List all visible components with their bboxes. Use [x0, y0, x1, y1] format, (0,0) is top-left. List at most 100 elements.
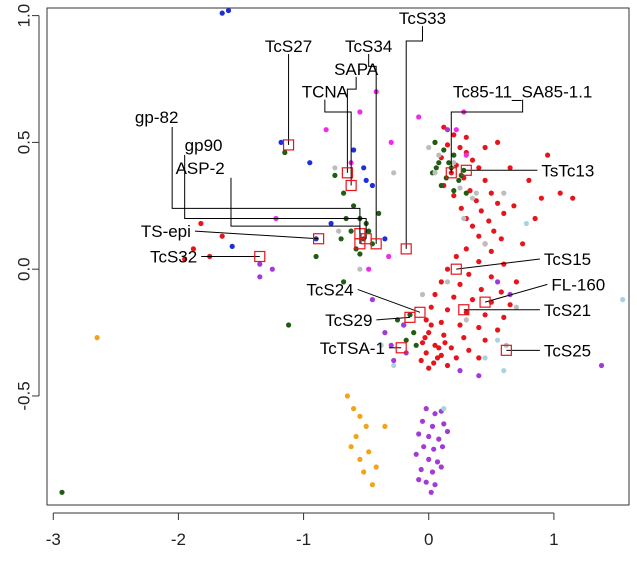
highlight-box-asp-2: [354, 238, 366, 250]
data-point-blue: [229, 243, 235, 249]
data-point-gray: [461, 215, 467, 222]
data-point-blue: [307, 160, 313, 166]
data-point-gray: [501, 190, 507, 196]
data-point-red: [495, 327, 501, 333]
highlight-box-tctsa-1: [395, 342, 407, 354]
label-tcs27: TcS27: [265, 37, 312, 56]
data-point-red: [476, 259, 482, 265]
data-point-purple: [257, 261, 263, 267]
data-point-red: [466, 271, 472, 277]
data-point-orange: [94, 335, 100, 341]
data-point-red: [463, 134, 469, 140]
data-point-purple: [382, 330, 388, 336]
data-point-magenta: [366, 266, 372, 272]
label-tc85-11-sa85-1-1: Tc85-11_SA85-1.1: [453, 83, 593, 102]
label-tctsa-1: TcTSA-1: [320, 339, 385, 358]
label-gp-82: gp-82: [135, 108, 178, 127]
annotation-layer: TcS33 TcS27 TcS34 SAPA TCNA Tc85-11_SA85-1.1g…: [135, 9, 605, 360]
y-tick-label: 0.5: [14, 131, 33, 155]
data-point-red: [501, 314, 507, 320]
data-point-red: [513, 279, 520, 285]
data-point-orange: [363, 423, 369, 429]
data-point-magenta: [453, 127, 459, 133]
data-point-orange: [353, 433, 359, 440]
leader-line-asp-2: [230, 177, 361, 244]
data-point-purple: [438, 464, 444, 470]
data-point-red: [463, 309, 469, 315]
data-point-darkgreen: [341, 279, 347, 285]
data-point-purple: [269, 266, 275, 272]
data-point-purple: [444, 127, 451, 133]
data-point-purple: [495, 279, 501, 285]
data-point-gray: [513, 304, 520, 310]
data-point-red: [488, 274, 494, 280]
data-point-purple: [429, 469, 436, 475]
data-point-red: [476, 324, 482, 331]
data-point-red: [438, 279, 444, 285]
leader-line-gp-82: [171, 127, 361, 234]
plot-frame: [46, 7, 630, 506]
data-point-orange: [382, 423, 388, 429]
data-point-red: [428, 304, 434, 310]
data-point-purple: [432, 482, 438, 488]
data-point-gray: [391, 170, 397, 176]
data-point-red: [520, 241, 526, 247]
data-point-darkgreen: [433, 165, 439, 171]
data-point-purple: [413, 451, 419, 457]
data-point-darkgreen: [432, 139, 438, 145]
data-point-purple: [401, 322, 407, 328]
data-point-red: [426, 365, 432, 371]
data-point-gray: [473, 190, 479, 196]
data-point-purple: [428, 489, 434, 495]
data-point-red: [498, 236, 504, 242]
data-point-lightblue: [495, 337, 501, 343]
data-point-magenta: [463, 152, 469, 158]
leader-line-tcs34: [368, 54, 377, 244]
leader-line-tcs24: [357, 288, 421, 313]
label-sapa: SAPA: [334, 60, 379, 79]
data-point-darkgreen: [59, 489, 65, 495]
data-point-red: [457, 322, 463, 328]
data-point-darkgreen: [451, 152, 457, 158]
data-point-darkgreen: [351, 203, 357, 209]
data-point-orange: [351, 406, 357, 412]
data-point-red: [469, 297, 476, 303]
data-point-red: [219, 233, 225, 239]
data-point-blue: [219, 10, 225, 16]
label-tcs29: TcS29: [325, 311, 372, 330]
data-point-red: [463, 246, 469, 252]
x-tick-label: -3: [46, 530, 61, 549]
data-point-red: [444, 307, 451, 313]
data-point-darkgreen: [438, 182, 444, 189]
data-point-gray: [451, 160, 457, 166]
data-point-red: [498, 289, 504, 295]
data-point-red: [444, 266, 451, 272]
data-point-red: [501, 210, 507, 216]
data-point-red: [507, 302, 513, 308]
data-point-purple: [369, 297, 375, 303]
data-point-magenta: [357, 109, 363, 115]
data-point-red: [526, 177, 532, 183]
data-point-lightblue: [378, 342, 384, 348]
data-point-purple: [598, 362, 605, 369]
data-point-red: [438, 352, 444, 358]
data-point-purple: [423, 406, 429, 412]
data-point-purple: [388, 342, 394, 348]
data-point-red: [441, 332, 447, 338]
data-point-red: [198, 220, 204, 227]
label-tcs33: TcS33: [399, 9, 446, 28]
data-point-red: [495, 139, 501, 145]
data-point-red: [545, 152, 551, 158]
data-point-red: [495, 200, 501, 206]
data-point-red: [190, 246, 196, 252]
label-tcna: TCNA: [302, 83, 349, 102]
data-point-red: [461, 335, 467, 341]
data-point-gray: [469, 195, 476, 201]
data-point-red: [511, 203, 517, 209]
data-point-purple: [431, 446, 437, 452]
y-tick-label: 1.0: [14, 4, 33, 28]
data-point-red: [419, 340, 426, 346]
data-point-purple: [257, 274, 263, 280]
highlight-box-tcs15: [450, 263, 462, 275]
